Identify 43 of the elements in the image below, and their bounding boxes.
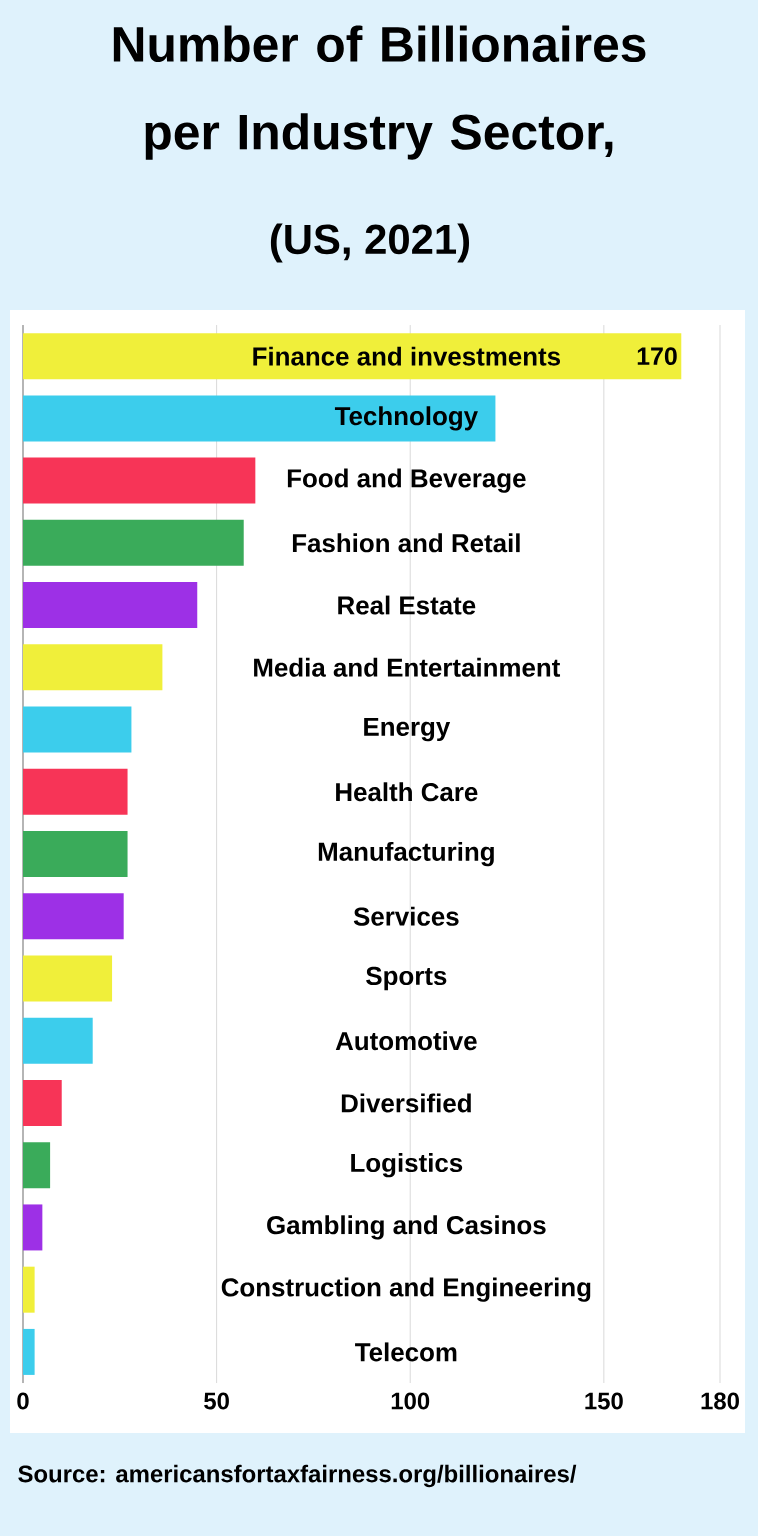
bar <box>23 333 682 380</box>
bar <box>23 457 256 504</box>
y-tick-label: Technology <box>334 406 478 431</box>
y-tick-label: Construction and Engineering <box>221 1277 591 1302</box>
y-tick-label: Energy <box>364 717 451 742</box>
bar <box>23 955 113 1002</box>
bar <box>23 395 496 442</box>
y-tick-label: Automotive <box>335 1031 477 1051</box>
x-tick-label: 0 <box>17 1392 29 1410</box>
source-note: Source: americansfortaxfairness.org/billionaires/ <box>18 1464 577 1488</box>
bar <box>23 644 163 691</box>
bar <box>23 519 244 566</box>
bar <box>23 706 132 753</box>
y-tick-label: Gambling and Casinos <box>267 1215 546 1240</box>
y-tick-label: Sports <box>366 966 447 991</box>
y-tick-label: Health Care <box>336 782 478 802</box>
bar <box>23 831 128 878</box>
chart-subtitle: (US, 2021) <box>270 223 470 263</box>
y-tick-label: Media and Entertainment <box>254 657 561 677</box>
bar <box>23 1142 51 1189</box>
x-tick-label: 100 <box>391 1392 430 1410</box>
x-tick-label: 50 <box>204 1392 229 1410</box>
y-tick-label: Manufacturing <box>318 841 494 867</box>
bar <box>23 1266 35 1313</box>
y-tick-label: Telecom <box>355 1342 457 1362</box>
y-tick-label: Real Estate <box>338 595 476 615</box>
bar <box>23 893 124 940</box>
y-tick-label: Finance and investments <box>253 346 561 366</box>
bar <box>23 1328 35 1375</box>
x-tick-label: 150 <box>585 1392 623 1410</box>
bar <box>23 582 198 629</box>
bar <box>23 1079 62 1126</box>
y-tick-label: Logistics <box>351 1153 463 1178</box>
y-tick-label: Food and Beverage <box>287 468 526 493</box>
bar <box>23 1017 93 1064</box>
y-tick-label: Services <box>353 906 459 926</box>
bar <box>23 768 128 815</box>
data-label: 170 <box>637 347 677 365</box>
y-tick-label: Fashion and Retail <box>292 533 520 553</box>
y-tick-label: Diversified <box>341 1093 471 1113</box>
bar <box>23 1204 43 1251</box>
x-tick-label: 180 <box>701 1392 739 1410</box>
chart-title: Number of Billionaires per Industry Sector, <box>113 25 646 160</box>
